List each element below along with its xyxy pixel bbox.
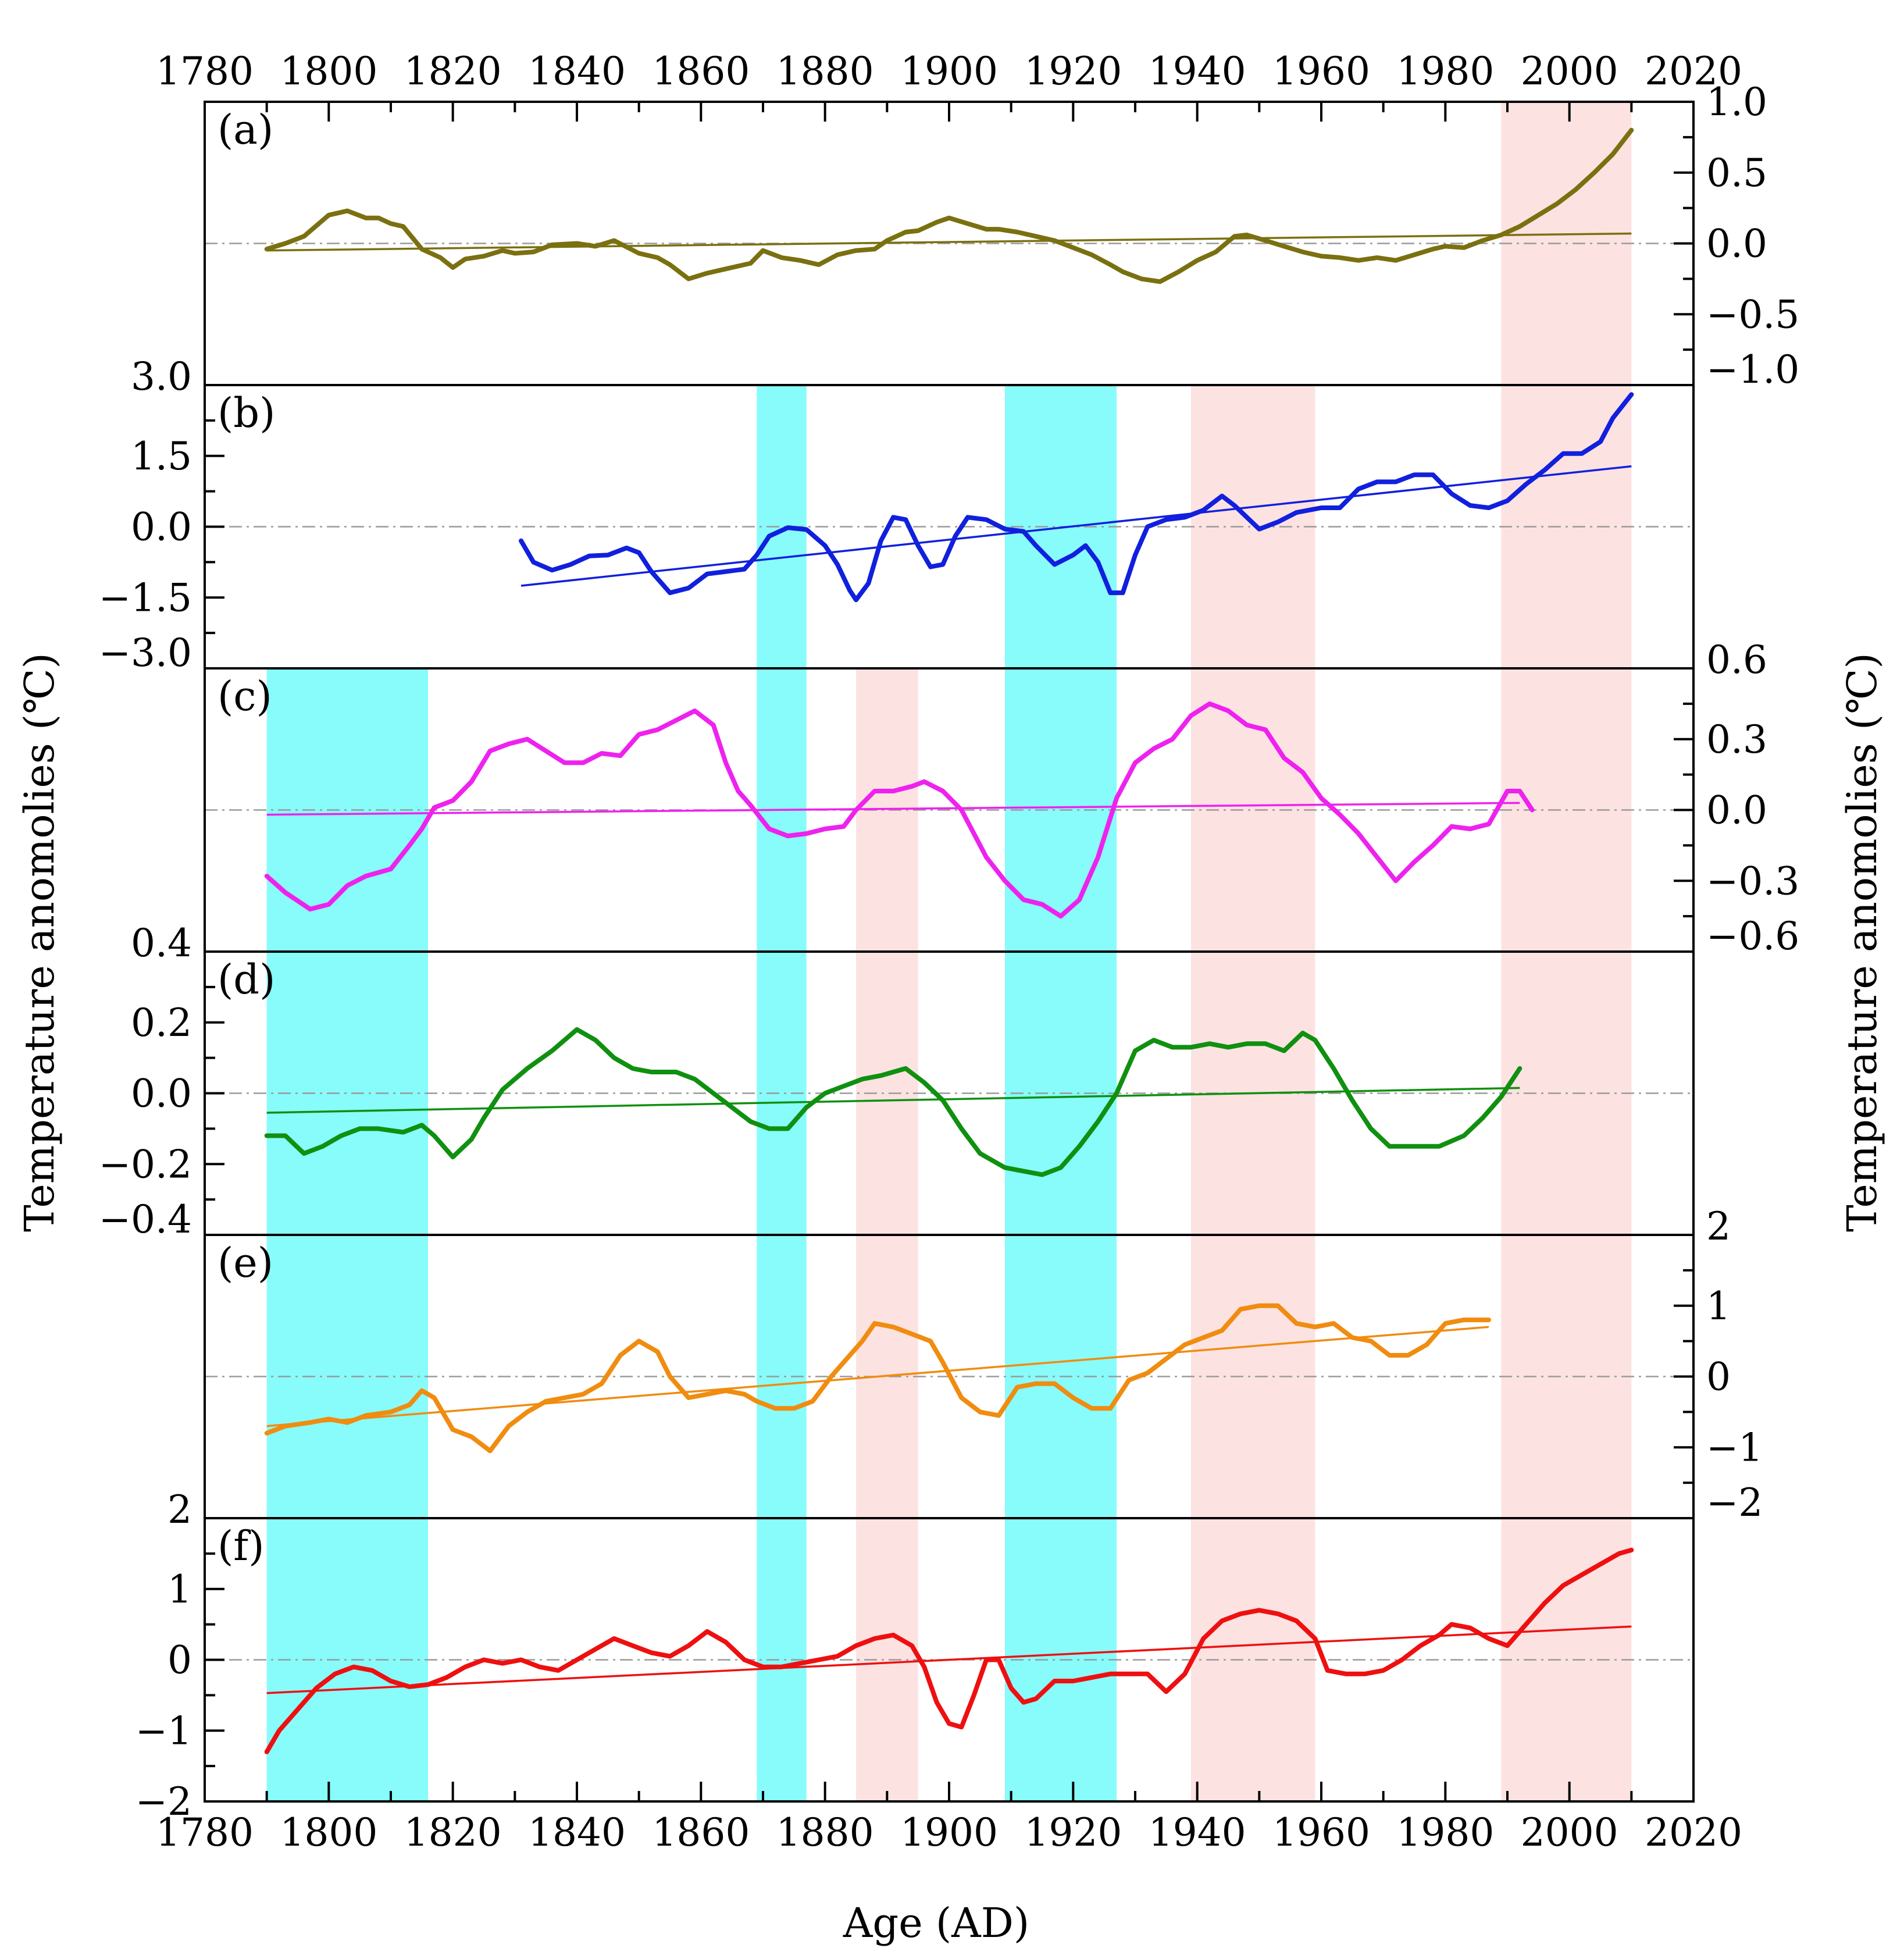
panel-4-ytick-label-4: −0.2	[99, 1142, 192, 1187]
trend-lines	[266, 232, 1632, 1694]
panel-5-trend-line	[266, 1326, 1489, 1427]
panel-5-ytick-label-2: 1	[1706, 1284, 1731, 1329]
xtick-label-top-3: 1820	[404, 49, 502, 94]
panel-6-series-line	[264, 1547, 1634, 1754]
panel-6-label: (f)	[218, 1522, 265, 1570]
xtick-label-bottom-4: 1840	[528, 1810, 626, 1855]
panel-1-label: (a)	[218, 106, 273, 154]
panel-1-ytick-label-1: 1.0	[1706, 80, 1767, 124]
panel-3-series-line	[264, 701, 1535, 919]
y-axis-title-left: Temperature anomolies (℃)	[16, 653, 63, 1232]
panel-5-ytick-label-5: −2	[1706, 1480, 1763, 1525]
panel-2-ytick-label-5: −3.0	[99, 631, 192, 675]
panel-4-label: (d)	[218, 956, 275, 1003]
xtick-label-top-5: 1860	[652, 49, 750, 94]
zero-lines	[205, 243, 1693, 1661]
panel-1-ytick-label-3: 0.0	[1706, 222, 1767, 266]
panel-3-ytick-label-2: 0.3	[1706, 717, 1767, 762]
xtick-label-top-10: 1960	[1272, 49, 1370, 94]
temperature-series	[264, 127, 1634, 1754]
panel-2-ytick-label-1: 3.0	[131, 354, 192, 399]
xtick-label-bottom-3: 1820	[404, 1810, 502, 1855]
xtick-label-bottom-10: 1960	[1272, 1810, 1370, 1855]
panel-4-ytick-label-5: −0.4	[99, 1197, 192, 1242]
panel-1-series-line	[264, 127, 1634, 284]
panel-1-ytick-label-5: −1.0	[1706, 347, 1799, 392]
panel-4-ytick-label-1: 0.4	[131, 921, 192, 966]
panel-3-ytick-label-1: 0.6	[1706, 638, 1767, 682]
panel-3-ytick-label-3: 0.0	[1706, 788, 1767, 833]
xtick-label-bottom-5: 1860	[652, 1810, 750, 1855]
xtick-label-bottom-8: 1920	[1024, 1810, 1122, 1855]
panel-5-ytick-label-1: 2	[1706, 1204, 1731, 1249]
panel-6-ytick-label-5: −2	[136, 1779, 192, 1824]
panel-4-series-line	[264, 1027, 1523, 1177]
panel-5-label: (e)	[218, 1239, 273, 1287]
xtick-label-bottom-1: 1780	[156, 1810, 254, 1855]
panel-3-label: (c)	[218, 672, 272, 720]
panel-6-trend-line	[266, 1625, 1632, 1694]
xtick-label-bottom-9: 1940	[1149, 1810, 1246, 1855]
panel-6-ytick-label-3: 0	[167, 1638, 192, 1683]
panel-6-ytick-label-2: 1	[167, 1567, 192, 1612]
xtick-label-top-2: 1800	[280, 49, 377, 94]
xtick-label-top-13: 2020	[1645, 49, 1742, 94]
xtick-label-top-1: 1780	[156, 49, 254, 94]
panel-2-ytick-label-4: −1.5	[99, 575, 192, 620]
xtick-label-bottom-2: 1800	[280, 1810, 377, 1855]
panel-5-ytick-label-3: 0	[1706, 1355, 1731, 1400]
panel-1-trend-line	[266, 232, 1632, 252]
panel-3-ytick-label-5: −0.6	[1706, 914, 1799, 959]
panel-3-ytick-label-4: −0.3	[1706, 859, 1799, 903]
panel-4-ytick-label-3: 0.0	[131, 1071, 192, 1116]
panel-labels: (a) (b) (c) (d) (e) (f)	[218, 106, 275, 1570]
panel-2-label: (b)	[218, 389, 275, 437]
panel-5-ytick-label-4: −1	[1706, 1425, 1763, 1470]
panel-1-ytick-label-2: 0.5	[1706, 151, 1767, 195]
x-axis-ticks: 1780 1780 1800 1800 1820 1820 1840 1840 1860 1860…	[156, 49, 1742, 1855]
panel-2-series-line	[519, 392, 1634, 603]
y-axis-ticks: 1.0 0.5 0.0 −0.5 −1.0 3.0 1.5 0.0 −1.5 −3.0 0.6 0.3…	[99, 80, 1800, 1824]
panel-2-ytick-label-2: 1.5	[131, 434, 192, 479]
xtick-label-bottom-7: 1900	[900, 1810, 998, 1855]
panel-2-ytick-label-3: 0.0	[131, 505, 192, 550]
xtick-label-bottom-11: 1980	[1396, 1810, 1494, 1855]
xtick-label-top-4: 1840	[528, 49, 626, 94]
xtick-label-top-7: 1900	[900, 49, 998, 94]
y-axis-title-right: Temperature anomolies (℃)	[1838, 653, 1886, 1232]
panel-1-ytick-label-4: −0.5	[1706, 292, 1799, 337]
panel-4-ytick-label-2: 0.2	[131, 1000, 192, 1045]
xtick-label-bottom-12: 2000	[1521, 1810, 1618, 1855]
xtick-label-top-12: 2000	[1521, 49, 1618, 94]
panel-3-trend-line	[266, 802, 1520, 816]
xtick-label-top-9: 1940	[1149, 49, 1246, 94]
xtick-label-bottom-13: 2020	[1645, 1810, 1742, 1855]
panel-5-series-line	[264, 1303, 1491, 1454]
x-axis-title: Age (AD)	[843, 1899, 1029, 1947]
panel-6-ytick-label-1: 2	[167, 1487, 192, 1532]
xtick-label-bottom-6: 1880	[776, 1810, 874, 1855]
xtick-label-top-11: 1980	[1396, 49, 1494, 94]
panel-6-ytick-label-4: −1	[136, 1708, 192, 1753]
xtick-label-top-8: 1920	[1024, 49, 1122, 94]
xtick-label-top-6: 1880	[776, 49, 874, 94]
panel-4-trend-line	[266, 1087, 1520, 1114]
